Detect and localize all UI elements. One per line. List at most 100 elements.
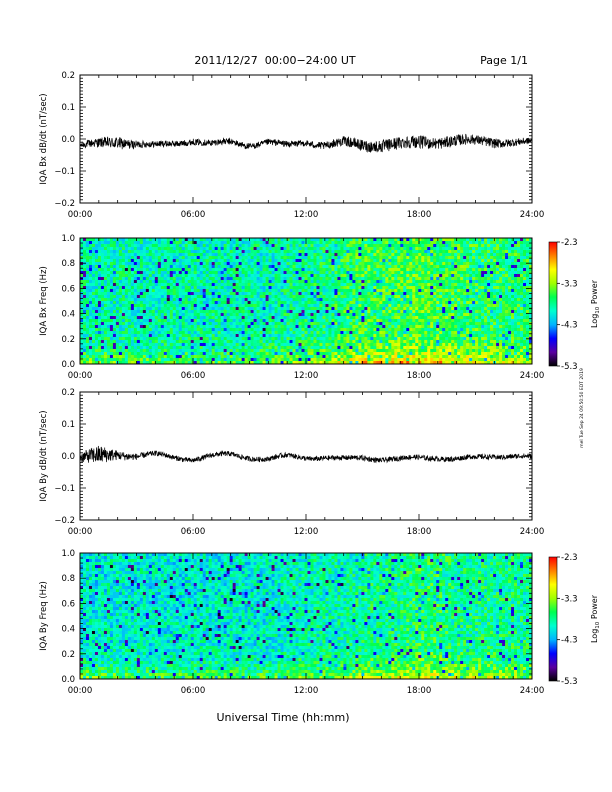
spectrogram-cell [205,307,210,311]
spectrogram-cell [82,277,87,281]
spectrogram-cell [370,277,374,281]
spectrogram-cell [319,271,323,275]
spectrogram-cell [355,307,359,311]
spectrogram-cell [271,268,275,272]
spectrogram-cell [355,343,359,347]
spectrogram-cell [352,337,356,341]
spectrogram-cell [385,289,389,293]
spectrogram-cell [211,319,215,323]
spectrogram-cell [154,322,159,326]
spectrogram-cell [217,328,221,332]
spectrogram-cell [277,274,281,278]
spectrogram-cell [193,277,198,281]
spectrogram-cell [286,271,290,275]
spectrogram-cell [343,334,347,338]
spectrogram-cell [274,283,278,287]
spectrogram-cell [211,337,215,341]
spectrogram-cell [373,298,377,302]
spectrogram-cell [388,307,392,311]
spectrogram-cell [337,265,341,269]
spectrogram-cell [106,262,111,266]
spectrogram-cell [316,244,320,248]
spectrogram-cell [379,301,383,305]
spectrogram-cell [265,337,269,341]
spectrogram-cell [241,358,245,362]
spectrogram-cell [202,238,207,242]
spectrogram-cell [364,331,368,335]
spectrogram-cell [193,286,198,290]
spectrogram-cell [154,316,159,320]
spectrogram-cell [181,337,186,341]
spectrogram-cell [307,352,311,356]
spectrogram-cell [307,250,311,254]
spectrogram-cell [115,349,120,353]
spectrogram-cell [187,286,192,290]
spectrogram-cell [301,268,305,272]
spectrogram-cell [358,274,362,278]
spectrogram-cell [244,256,248,260]
spectrogram-cell [262,310,266,314]
spectrogram-cell [421,286,425,290]
spectrogram-cell [196,241,201,245]
spectrogram-cell [220,280,224,284]
spectrogram-cell [289,340,293,344]
spectrogram-cell [343,325,347,329]
spectrogram-cell [157,244,162,248]
spectrogram-cell [127,259,132,263]
spectrogram-cell [85,316,90,320]
spectrogram-cell [226,280,230,284]
spectrogram-cell [301,361,305,365]
spectrogram-cell [340,268,344,272]
spectrogram-cell [166,355,171,359]
spectrogram-cell [124,256,129,260]
spectrogram-cell [97,331,102,335]
spectrogram-cell [190,349,195,353]
spectrogram-cell [418,328,422,332]
spectrogram-cell [223,286,227,290]
spectrogram-cell [274,274,278,278]
spectrogram-cell [151,319,156,323]
spectrogram-cell [286,319,290,323]
spectrogram-cell [196,298,201,302]
spectrogram-cell [367,256,371,260]
spectrogram-cell [136,250,141,254]
spectrogram-cell [385,334,389,338]
spectrogram-cell [382,247,386,251]
spectrogram-cell [229,286,233,290]
spectrogram-cell [241,328,245,332]
spectrogram-cell [280,268,284,272]
spectrogram-cell [121,289,126,293]
spectrogram-cell [256,331,260,335]
spectrogram-cell [157,301,162,305]
spectrogram-cell [232,283,236,287]
spectrogram-cell [421,322,425,326]
spectrogram-cell [322,280,326,284]
spectrogram-cell [412,322,416,326]
spectrogram-cell [160,238,165,242]
spectrogram-cell [100,253,105,257]
spectrogram-cell [394,292,398,296]
spectrogram-cell [244,307,248,311]
spectrogram-cell [124,295,129,299]
spectrogram-cell [301,292,305,296]
spectrogram-cell [349,271,353,275]
spectrogram-cell [130,262,135,266]
spectrogram-cell [148,277,153,281]
spectrogram-cell [340,358,344,362]
spectrogram-cell [361,328,365,332]
spectrogram-cell [214,343,218,347]
spectrogram-cell [379,268,383,272]
spectrogram-cell [379,328,383,332]
spectrogram-cell [322,250,326,254]
spectrogram-cell [88,295,93,299]
spectrogram-cell [325,274,329,278]
spectrogram-cell [337,352,341,356]
spectrogram-cell [298,343,302,347]
spectrogram-cell [340,292,344,296]
spectrogram-cell [127,322,132,326]
spectrogram-cell [181,340,186,344]
spectrogram-cell [385,286,389,290]
spectrogram-cell [193,283,198,287]
spectrogram-cell [160,343,165,347]
spectrogram-cell [253,343,257,347]
